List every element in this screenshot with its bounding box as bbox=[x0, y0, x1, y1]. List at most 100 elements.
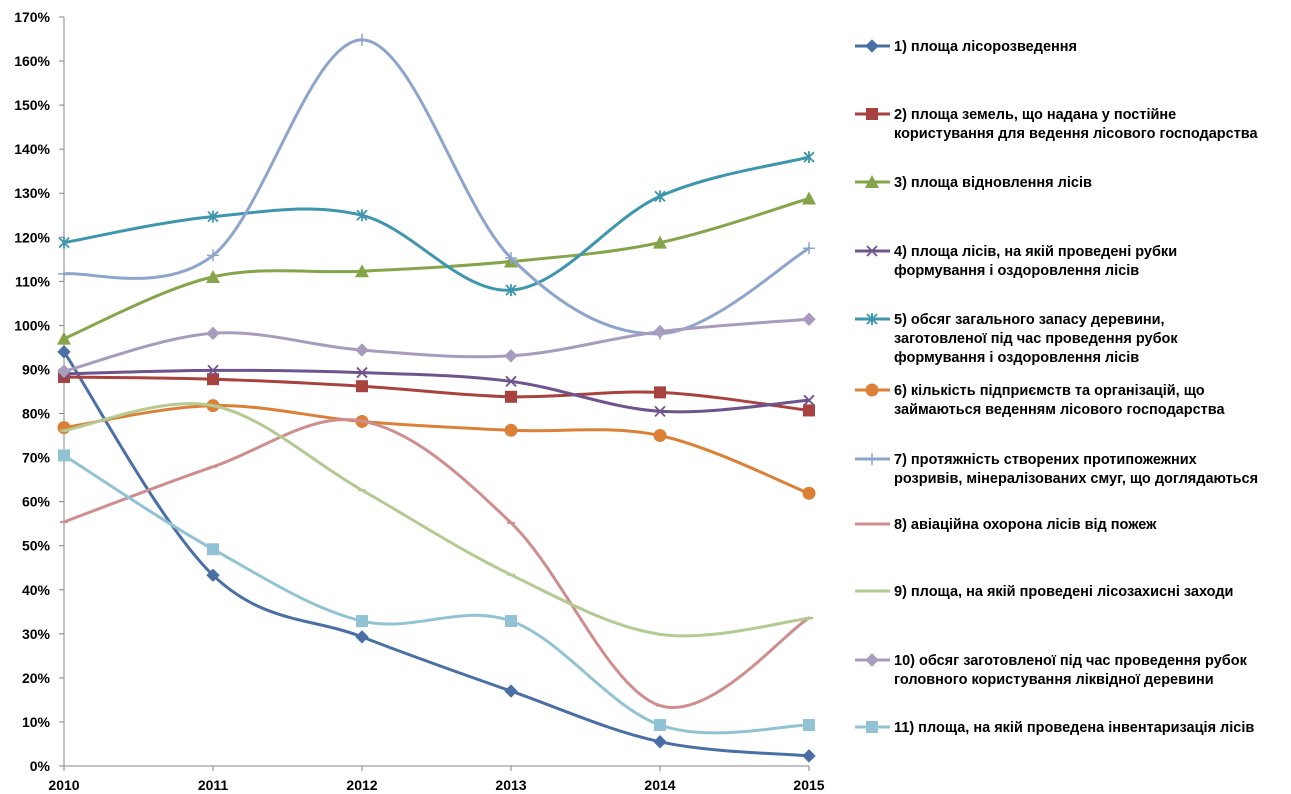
legend-label: 3) площа відновлення лісів bbox=[894, 175, 1092, 191]
data-point bbox=[653, 235, 667, 249]
legend-label: 11) площа, на якій проведена інвентариза… bbox=[894, 720, 1254, 736]
data-point bbox=[654, 190, 666, 203]
y-tick-label: 150% bbox=[14, 97, 50, 113]
legend-swatch-marker bbox=[866, 453, 878, 465]
y-tick-label: 110% bbox=[15, 273, 51, 289]
y-tick-label: 170% bbox=[14, 9, 50, 25]
legend-label: 1) площа лісорозведення bbox=[894, 39, 1077, 55]
legend-swatch-marker bbox=[866, 721, 878, 733]
y-tick-label: 90% bbox=[22, 361, 51, 377]
legend-item-5: 5) обсяг загального запасу деревини, заго… bbox=[855, 312, 1178, 366]
data-point bbox=[356, 209, 368, 222]
data-point bbox=[803, 242, 815, 255]
legend-item-3: 3) площа відновлення лісів bbox=[855, 175, 1092, 191]
data-point bbox=[504, 349, 518, 363]
data-point bbox=[58, 267, 70, 280]
legend-item-10: 10) обсяг заготовленої під час проведенн… bbox=[855, 653, 1248, 688]
y-tick-label: 30% bbox=[22, 626, 51, 642]
data-point bbox=[504, 423, 518, 437]
legend-swatch-marker bbox=[866, 313, 878, 325]
legend: 1) площа лісорозведення 2) площа земель, … bbox=[855, 39, 1259, 736]
legend-swatch-marker bbox=[865, 653, 879, 667]
series-line bbox=[62, 350, 811, 758]
data-point bbox=[206, 568, 220, 582]
y-tick-label: 20% bbox=[22, 670, 51, 686]
x-tick-label: 2014 bbox=[644, 777, 675, 793]
data-point bbox=[206, 269, 220, 283]
x-axis: 2010 2011 2012 2013 2014 2015 bbox=[48, 765, 825, 793]
data-point bbox=[653, 429, 667, 443]
legend-swatch-marker bbox=[866, 245, 878, 257]
series-6 bbox=[57, 399, 816, 500]
data-point bbox=[802, 191, 816, 205]
legend-swatch-marker bbox=[865, 383, 879, 397]
data-point bbox=[355, 630, 369, 644]
x-tick-label: 2011 bbox=[198, 777, 229, 793]
data-point bbox=[356, 33, 368, 46]
data-point bbox=[207, 249, 219, 262]
data-point bbox=[355, 264, 369, 278]
data-point bbox=[356, 366, 368, 379]
data-point bbox=[504, 684, 518, 698]
y-tick-label: 120% bbox=[14, 229, 50, 245]
legend-label: користування для ведення лісового господ… bbox=[894, 126, 1259, 142]
series-7 bbox=[58, 33, 815, 340]
y-tick-label: 40% bbox=[22, 582, 51, 598]
data-point bbox=[57, 331, 71, 345]
legend-item-8: 8) авіаційна охорона лісів від пожеж bbox=[855, 517, 1157, 533]
legend-label: 5) обсяг загального запасу деревини, bbox=[894, 312, 1165, 328]
data-point bbox=[803, 151, 815, 164]
y-tick-label: 80% bbox=[22, 406, 51, 422]
data-point bbox=[653, 324, 667, 339]
series-line bbox=[62, 197, 811, 341]
series-1 bbox=[57, 345, 816, 763]
data-point bbox=[206, 326, 220, 341]
legend-label: заготовленої під час проведення рубок bbox=[894, 331, 1178, 347]
legend-label: головного користування ліквідної деревин… bbox=[894, 672, 1214, 688]
series-11 bbox=[58, 449, 815, 735]
legend-item-6: 6) кількість підприємств та організацій,… bbox=[855, 383, 1225, 418]
y-tick-label: 60% bbox=[22, 494, 51, 510]
data-point bbox=[802, 486, 816, 500]
data-point bbox=[654, 405, 666, 417]
x-tick-label: 2015 bbox=[793, 777, 824, 793]
legend-item-7: 7) протяжність створених протипожежних ро… bbox=[855, 452, 1258, 487]
y-tick-label: 0% bbox=[30, 758, 51, 774]
legend-swatch-marker bbox=[865, 39, 879, 53]
x-tick-label: 2010 bbox=[48, 777, 79, 793]
series-line bbox=[62, 375, 811, 412]
data-point bbox=[802, 312, 816, 326]
data-point bbox=[207, 210, 219, 223]
legend-item-1: 1) площа лісорозведення bbox=[855, 39, 1077, 55]
x-tick-label: 2012 bbox=[346, 777, 377, 793]
data-point bbox=[654, 386, 666, 399]
series-10 bbox=[57, 312, 816, 378]
legend-label: 8) авіаційна охорона лісів від пожеж bbox=[894, 517, 1157, 533]
data-point bbox=[58, 236, 70, 249]
data-point bbox=[654, 719, 666, 732]
y-tick-label: 70% bbox=[22, 450, 51, 466]
legend-label: формування і оздоровлення лісів bbox=[894, 263, 1139, 279]
data-point bbox=[505, 252, 517, 265]
data-point bbox=[803, 719, 815, 732]
legend-label: 9) площа, на якій проведені лісозахисні … bbox=[894, 584, 1233, 600]
legend-label: 10) обсяг заготовленої під час проведенн… bbox=[894, 653, 1248, 669]
series-4 bbox=[58, 364, 815, 417]
series-line bbox=[62, 453, 811, 735]
y-tick-label: 130% bbox=[14, 185, 50, 201]
data-point bbox=[356, 615, 368, 628]
y-tick-label: 50% bbox=[22, 538, 51, 554]
data-point bbox=[207, 364, 219, 376]
y-tick-label: 10% bbox=[22, 714, 51, 730]
data-point bbox=[57, 364, 71, 378]
data-point bbox=[505, 615, 517, 628]
series-8 bbox=[60, 418, 813, 709]
legend-item-9: 9) площа, на якій проведені лісозахисні … bbox=[855, 584, 1233, 600]
data-point bbox=[802, 749, 816, 763]
series-5 bbox=[58, 151, 815, 297]
series-lines bbox=[57, 33, 816, 763]
data-point bbox=[355, 343, 369, 357]
series-line bbox=[62, 402, 811, 638]
data-point bbox=[505, 284, 517, 297]
